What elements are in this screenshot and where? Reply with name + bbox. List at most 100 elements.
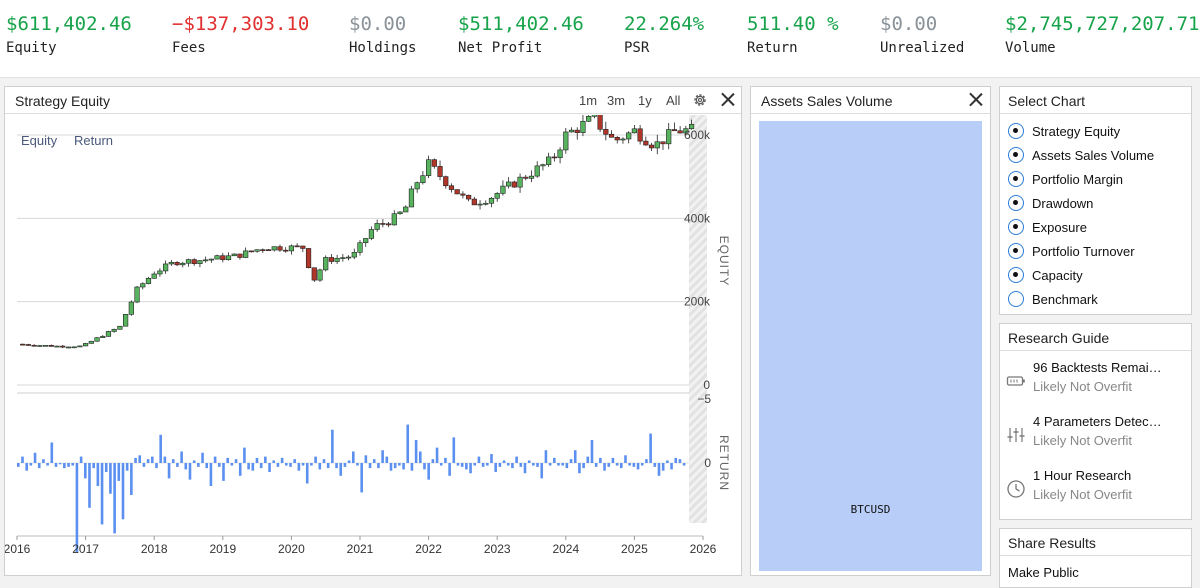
candle-down	[380, 223, 386, 225]
return-bar	[343, 463, 347, 467]
return-bar	[372, 459, 376, 463]
x-tick-label: 2026	[690, 542, 717, 556]
gear-icon[interactable]	[692, 92, 708, 108]
candle-up	[363, 238, 369, 244]
candle-up	[391, 213, 397, 226]
chart-option-label: Drawdown	[1032, 196, 1094, 211]
candle-up	[225, 255, 232, 261]
radio-button[interactable]	[1008, 267, 1024, 283]
equity-axis-title: EQUITY	[717, 236, 731, 287]
return-bar	[657, 463, 661, 476]
candle-down	[677, 130, 683, 134]
guide-item-parameters[interactable]: 4 Parameters Detec… Likely Not Overfit	[1000, 408, 1191, 462]
candle-down	[637, 128, 643, 142]
return-bar	[465, 463, 468, 470]
return-bar	[226, 457, 229, 463]
candle-up	[145, 278, 152, 284]
return-bar	[243, 447, 246, 463]
return-bar	[155, 463, 158, 469]
legend-return-toggle[interactable]: Return	[74, 133, 114, 148]
candle-up	[345, 256, 352, 259]
return-bar	[88, 463, 91, 508]
candle-up	[368, 229, 375, 239]
return-bar	[452, 437, 456, 463]
return-bar	[121, 463, 125, 520]
candle-down	[511, 181, 517, 188]
stat-value: $2,745,727,207.71	[1005, 13, 1200, 35]
radio-button[interactable]	[1008, 147, 1024, 163]
return-bar	[393, 463, 397, 469]
panel-header: Share Results	[1000, 529, 1191, 556]
return-bar	[213, 456, 217, 463]
return-bar	[192, 460, 196, 463]
return-bar	[590, 439, 594, 463]
return-bar	[624, 455, 627, 463]
clock-icon	[1007, 480, 1025, 498]
return-bar	[29, 463, 33, 466]
make-public-link[interactable]: Make Public	[1008, 565, 1079, 580]
candle-up	[591, 115, 597, 117]
candle-up	[140, 283, 146, 288]
candle-down	[608, 133, 615, 138]
candle-down	[20, 343, 26, 346]
return-bar	[599, 457, 602, 463]
return-bar	[532, 463, 535, 466]
panel-header: Strategy Equity 1m 3m 1y All	[5, 87, 741, 114]
candle-down	[385, 223, 392, 226]
return-bar	[565, 463, 569, 469]
guide-item-backtests[interactable]: 96 Backtests Remai… Likely Not Overfit	[1000, 354, 1191, 408]
stat-equity: $611,402.46 Equity	[6, 12, 132, 58]
radio-button[interactable]	[1008, 243, 1024, 259]
radio-button[interactable]	[1008, 291, 1024, 307]
return-bar	[540, 463, 544, 479]
range-3m-button[interactable]: 3m	[607, 93, 626, 108]
return-tick-label: 0	[704, 456, 711, 470]
return-bar	[498, 463, 502, 467]
candle-down	[437, 166, 443, 177]
range-all-button[interactable]: All	[666, 93, 681, 108]
candle-down	[448, 185, 455, 190]
return-bar	[423, 463, 426, 470]
return-bar	[331, 429, 334, 463]
stat-holdings: $0.00 Holdings	[349, 12, 416, 58]
return-bar	[661, 463, 665, 471]
return-bar	[385, 456, 389, 463]
x-tick-label: 2018	[141, 542, 168, 556]
return-bar	[301, 463, 305, 466]
range-1m-button[interactable]: 1m	[579, 93, 598, 108]
chart-option-label: Exposure	[1032, 220, 1087, 235]
candle-up	[111, 328, 117, 332]
close-icon[interactable]	[721, 93, 735, 107]
candle-up	[477, 203, 483, 206]
candle-up	[323, 257, 329, 271]
share-results-panel: Share Results Make Public	[999, 528, 1192, 588]
candle-up	[163, 263, 169, 272]
return-bar	[113, 463, 116, 534]
return-bar	[42, 459, 45, 463]
volume-area[interactable]: BTCUSD	[759, 121, 982, 571]
return-bar	[511, 463, 514, 469]
candle-up	[626, 132, 632, 140]
radio-button[interactable]	[1008, 171, 1024, 187]
panel-header: Research Guide	[1000, 324, 1191, 351]
return-bar	[138, 455, 142, 463]
return-bar	[414, 439, 418, 463]
candle-down	[648, 144, 655, 149]
return-bar	[318, 463, 322, 470]
guide-item-research-time[interactable]: 1 Hour Research Likely Not Overfit	[1000, 462, 1191, 516]
statistics-bar: $611,402.46 Equity −$137,303.10 Fees $0.…	[0, 0, 1200, 78]
radio-button[interactable]	[1008, 219, 1024, 235]
candle-up	[288, 245, 295, 252]
radio-button[interactable]	[1008, 123, 1024, 139]
candle-up	[500, 185, 506, 194]
return-bar	[439, 463, 443, 466]
candle-up	[420, 175, 426, 183]
legend-equity-toggle[interactable]: Equity	[21, 133, 58, 148]
return-bar	[335, 463, 338, 469]
close-icon[interactable]	[969, 93, 983, 107]
return-bar	[620, 463, 623, 469]
radio-button[interactable]	[1008, 195, 1024, 211]
range-1y-button[interactable]: 1y	[638, 93, 652, 108]
return-bar	[259, 463, 263, 469]
